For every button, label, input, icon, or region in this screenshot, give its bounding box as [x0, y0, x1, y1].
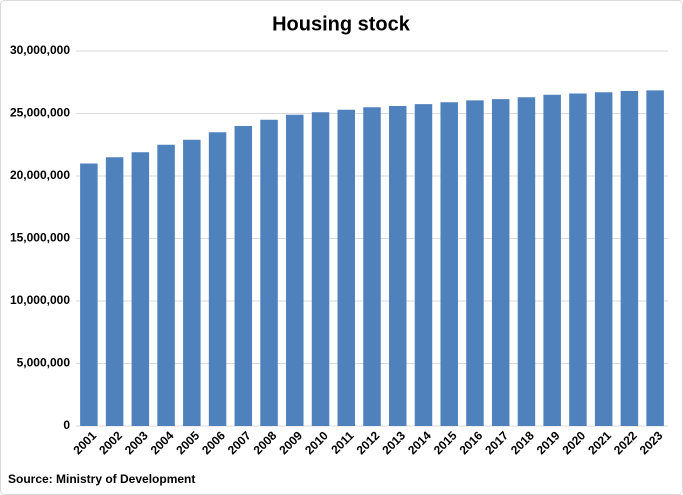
bar — [517, 97, 536, 426]
bar — [286, 114, 304, 426]
source-note: Source: Ministry of Development — [8, 472, 195, 486]
y-tick-label: 30,000,000 — [10, 43, 70, 57]
bar — [234, 126, 253, 426]
y-tick-label: 20,000,000 — [10, 168, 70, 182]
bar — [183, 139, 201, 426]
bar — [491, 99, 510, 426]
y-tick-label: 15,000,000 — [10, 231, 70, 245]
bar — [337, 109, 356, 426]
bar — [620, 91, 639, 426]
bar — [646, 90, 664, 426]
bar — [363, 107, 381, 426]
y-tick-label: 5,000,000 — [17, 356, 71, 370]
bar — [80, 163, 98, 426]
bar — [543, 94, 561, 426]
bar — [208, 132, 227, 426]
chart-title: Housing stock — [272, 13, 411, 35]
y-tick-label: 0 — [63, 418, 70, 432]
bar — [594, 92, 613, 426]
bar — [440, 102, 458, 426]
bar — [131, 152, 150, 426]
y-tick-label: 25,000,000 — [10, 106, 70, 120]
bar — [105, 157, 124, 426]
bar — [466, 100, 484, 426]
bar — [388, 106, 407, 426]
bar — [311, 112, 330, 426]
bar — [569, 93, 587, 426]
bar — [260, 119, 278, 426]
y-tick-label: 10,000,000 — [10, 293, 70, 307]
bar — [157, 144, 175, 426]
bar — [414, 104, 433, 426]
